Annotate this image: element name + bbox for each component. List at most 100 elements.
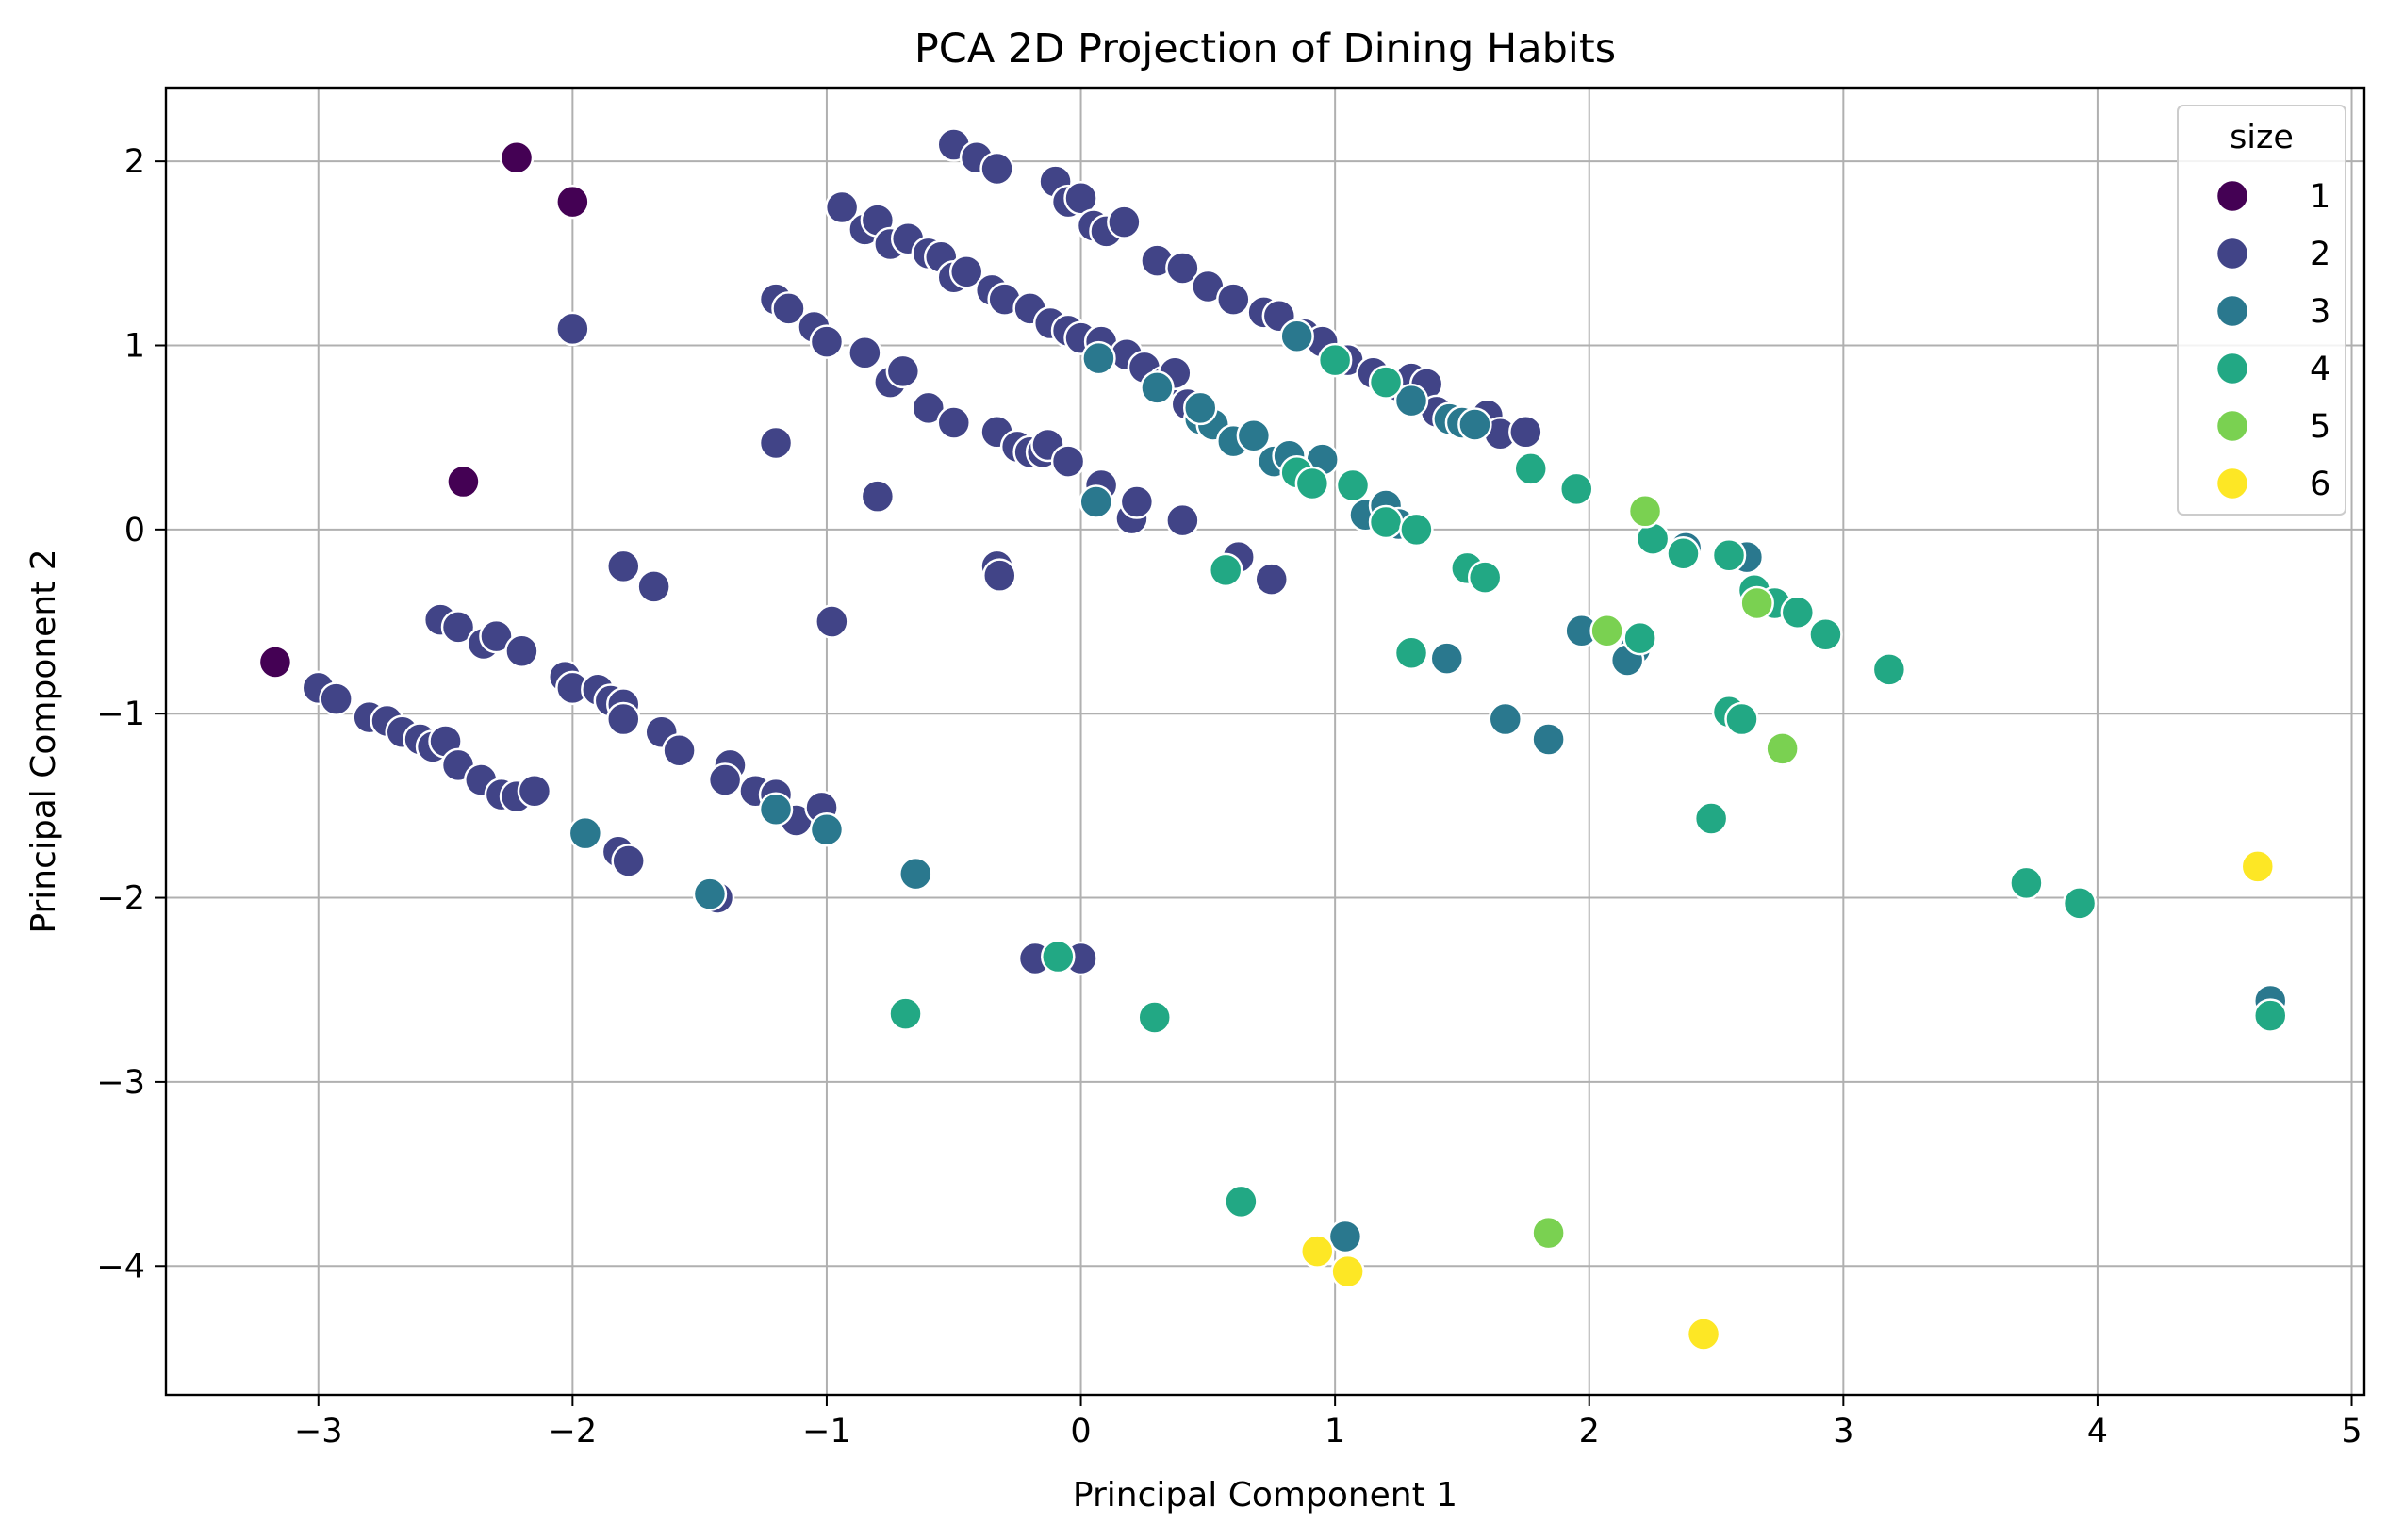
data-point [1078, 484, 1113, 519]
data-point [1294, 466, 1330, 501]
data-point [555, 184, 590, 220]
data-point [1279, 319, 1314, 353]
y-tick-label: −2 [96, 880, 145, 918]
data-point [982, 558, 1017, 593]
data-point [1457, 407, 1492, 442]
data-point [1666, 535, 1701, 571]
data-point [1368, 504, 1404, 540]
data-point [1300, 1234, 1335, 1269]
axis-ticks: −3 −2 −1 0 1 2 3 4 5 2 1 0 −1 −2 −3 −4 [96, 143, 2362, 1450]
data-point [499, 139, 535, 175]
y-tick-label: −1 [96, 696, 145, 733]
data-point [555, 311, 590, 347]
data-point [758, 425, 794, 461]
data-point [936, 405, 971, 440]
data-point [1429, 641, 1465, 676]
legend-entry-label: 1 [2310, 178, 2330, 216]
legend-entry-label: 6 [2310, 466, 2330, 503]
data-point [1183, 390, 1218, 426]
data-point [1724, 701, 1759, 737]
series-1 [257, 139, 590, 680]
x-tick-label: 5 [2341, 1413, 2362, 1450]
data-point [885, 353, 921, 389]
data-point [1531, 722, 1566, 757]
data-point [707, 762, 743, 797]
data-point [860, 479, 896, 514]
legend-marker [2214, 408, 2250, 444]
legend-marker [2214, 178, 2250, 214]
data-point [606, 549, 641, 584]
y-tick-label: 2 [124, 143, 145, 181]
data-point [636, 569, 671, 604]
series-6 [1300, 849, 2276, 1352]
data-points [257, 127, 2288, 1352]
plot-frame [164, 86, 2366, 1397]
data-point [948, 254, 984, 289]
data-point [1330, 1253, 1365, 1289]
data-point [2009, 865, 2044, 901]
data-point [606, 701, 641, 737]
data-point [815, 604, 849, 639]
data-point [758, 792, 794, 827]
legend-marker [2214, 236, 2250, 271]
legend-entry-label: 2 [2310, 236, 2330, 273]
data-point [1050, 444, 1086, 479]
data-point [1236, 418, 1272, 453]
data-point [1165, 502, 1200, 538]
x-tick-label: 1 [1325, 1413, 1345, 1450]
data-point [888, 996, 923, 1031]
data-point [1780, 595, 1816, 631]
x-tick-label: −2 [549, 1413, 598, 1450]
x-tick-label: 4 [2087, 1413, 2108, 1450]
x-tick-label: −1 [802, 1413, 851, 1450]
data-point [771, 291, 806, 326]
x-tick-label: −3 [294, 1413, 343, 1450]
data-point [1119, 484, 1155, 519]
data-point [898, 856, 933, 892]
data-point [446, 464, 481, 500]
data-point [504, 633, 539, 669]
data-point [2062, 886, 2098, 921]
legend-entry-label: 5 [2310, 408, 2330, 446]
grid-lines [166, 88, 2364, 1395]
y-tick-label: −4 [96, 1248, 145, 1286]
data-point [1765, 731, 1800, 766]
data-point [1216, 282, 1251, 317]
data-point [1686, 1317, 1721, 1352]
data-point [1254, 562, 1289, 597]
data-point [1041, 939, 1076, 975]
y-tick-label: 0 [124, 512, 145, 549]
data-point [662, 733, 697, 768]
y-tick-label: 1 [124, 327, 145, 365]
data-point [1165, 251, 1200, 286]
legend-entry-label: 3 [2310, 293, 2330, 331]
data-point [1368, 365, 1404, 400]
data-point [1335, 467, 1371, 503]
data-point [1808, 616, 1843, 652]
data-point [2252, 998, 2288, 1033]
legend-marker [2214, 293, 2250, 329]
data-point [2240, 849, 2276, 884]
data-point [517, 773, 552, 809]
data-point [611, 844, 646, 878]
data-point [1140, 370, 1175, 405]
data-point [1081, 340, 1116, 376]
data-point [1399, 512, 1434, 548]
legend-title: size [2230, 119, 2294, 156]
data-point [911, 390, 947, 426]
data-point [319, 681, 354, 716]
data-point [979, 151, 1014, 187]
data-point [1107, 205, 1142, 239]
legend-marker [2214, 466, 2250, 501]
data-point [568, 815, 603, 851]
y-tick-label: −3 [96, 1064, 145, 1102]
data-point [1559, 471, 1594, 507]
data-point [848, 336, 882, 370]
series-4 [888, 342, 2288, 1220]
data-point [1711, 537, 1747, 573]
data-point [1467, 560, 1503, 595]
data-point [1871, 652, 1907, 687]
data-point [1622, 620, 1657, 656]
data-point [692, 876, 728, 911]
data-point [1589, 614, 1624, 648]
